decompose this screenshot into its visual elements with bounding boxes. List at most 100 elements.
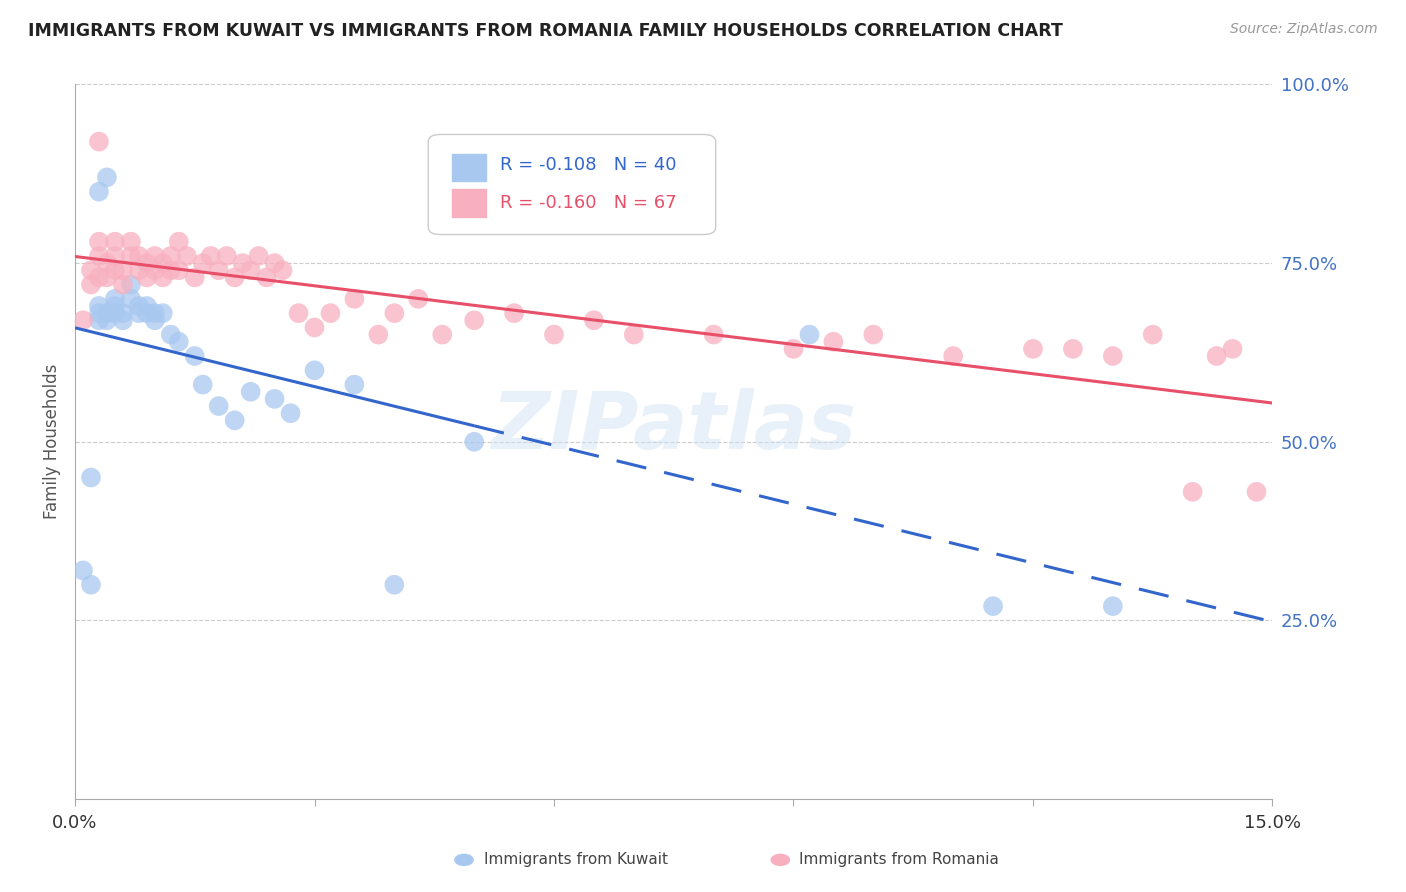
Point bbox=[87, 235, 110, 249]
Point bbox=[135, 256, 157, 270]
Point bbox=[104, 292, 127, 306]
Point bbox=[981, 599, 1004, 614]
Point bbox=[143, 306, 166, 320]
Point bbox=[87, 249, 110, 263]
Point bbox=[239, 263, 262, 277]
Point bbox=[224, 413, 246, 427]
FancyBboxPatch shape bbox=[429, 135, 716, 235]
Point bbox=[80, 470, 103, 484]
Text: IMMIGRANTS FROM KUWAIT VS IMMIGRANTS FROM ROMANIA FAMILY HOUSEHOLDS CORRELATION : IMMIGRANTS FROM KUWAIT VS IMMIGRANTS FRO… bbox=[28, 22, 1063, 40]
Bar bbox=[453, 153, 485, 181]
Point bbox=[72, 313, 94, 327]
Point bbox=[143, 263, 166, 277]
Point bbox=[128, 306, 150, 320]
Text: Immigrants from Kuwait: Immigrants from Kuwait bbox=[484, 853, 668, 867]
Point bbox=[87, 135, 110, 149]
Point bbox=[263, 392, 285, 406]
Bar bbox=[453, 189, 485, 217]
Text: Immigrants from Romania: Immigrants from Romania bbox=[799, 853, 998, 867]
Point bbox=[256, 270, 278, 285]
Point bbox=[176, 249, 198, 263]
Point bbox=[96, 306, 118, 320]
Point bbox=[111, 313, 134, 327]
Point bbox=[111, 263, 134, 277]
Point bbox=[208, 263, 231, 277]
Point bbox=[120, 292, 142, 306]
Point bbox=[239, 384, 262, 399]
Point bbox=[135, 306, 157, 320]
Point bbox=[1101, 599, 1123, 614]
Point bbox=[184, 349, 207, 363]
Point bbox=[215, 249, 238, 263]
Point bbox=[200, 249, 222, 263]
Point bbox=[111, 306, 134, 320]
Point bbox=[1246, 484, 1268, 499]
Point bbox=[782, 342, 804, 356]
Point bbox=[87, 185, 110, 199]
Point bbox=[1205, 349, 1227, 363]
Point bbox=[367, 327, 389, 342]
Point bbox=[304, 320, 326, 334]
Point bbox=[135, 299, 157, 313]
Point bbox=[287, 306, 309, 320]
Point bbox=[862, 327, 884, 342]
Point bbox=[80, 263, 103, 277]
Point bbox=[703, 327, 725, 342]
Point bbox=[382, 578, 405, 592]
Point bbox=[543, 327, 565, 342]
Point bbox=[143, 249, 166, 263]
Point bbox=[152, 306, 174, 320]
Point bbox=[1222, 342, 1244, 356]
Point bbox=[120, 277, 142, 292]
Point bbox=[104, 306, 127, 320]
Point bbox=[87, 313, 110, 327]
Point bbox=[167, 235, 190, 249]
Point bbox=[463, 313, 485, 327]
Point bbox=[159, 263, 181, 277]
Point bbox=[152, 256, 174, 270]
Point bbox=[191, 256, 214, 270]
Text: R = -0.160   N = 67: R = -0.160 N = 67 bbox=[501, 194, 676, 212]
Point bbox=[152, 270, 174, 285]
Point bbox=[120, 235, 142, 249]
Point bbox=[159, 327, 181, 342]
Point bbox=[159, 249, 181, 263]
Point bbox=[128, 263, 150, 277]
Point bbox=[382, 306, 405, 320]
Point bbox=[408, 292, 430, 306]
Point bbox=[799, 327, 821, 342]
Point bbox=[319, 306, 342, 320]
Text: Source: ZipAtlas.com: Source: ZipAtlas.com bbox=[1230, 22, 1378, 37]
Point bbox=[208, 399, 231, 413]
Point bbox=[135, 270, 157, 285]
Point bbox=[280, 406, 302, 420]
Point bbox=[1142, 327, 1164, 342]
Point bbox=[96, 170, 118, 185]
Point bbox=[167, 334, 190, 349]
Point bbox=[463, 434, 485, 449]
Point bbox=[96, 270, 118, 285]
Point bbox=[263, 256, 285, 270]
Text: R = -0.108   N = 40: R = -0.108 N = 40 bbox=[501, 156, 676, 174]
Point bbox=[304, 363, 326, 377]
Point bbox=[191, 377, 214, 392]
Point bbox=[96, 256, 118, 270]
Point bbox=[143, 313, 166, 327]
Point bbox=[1022, 342, 1045, 356]
Point bbox=[128, 249, 150, 263]
Point bbox=[823, 334, 845, 349]
Point bbox=[87, 299, 110, 313]
Point bbox=[232, 256, 254, 270]
Point bbox=[87, 306, 110, 320]
Point bbox=[80, 277, 103, 292]
Point bbox=[271, 263, 294, 277]
Point bbox=[1181, 484, 1204, 499]
Point bbox=[167, 263, 190, 277]
Point bbox=[72, 563, 94, 577]
Point bbox=[87, 270, 110, 285]
Point bbox=[623, 327, 645, 342]
Point bbox=[120, 249, 142, 263]
Point bbox=[111, 277, 134, 292]
Point bbox=[503, 306, 526, 320]
Point bbox=[104, 263, 127, 277]
